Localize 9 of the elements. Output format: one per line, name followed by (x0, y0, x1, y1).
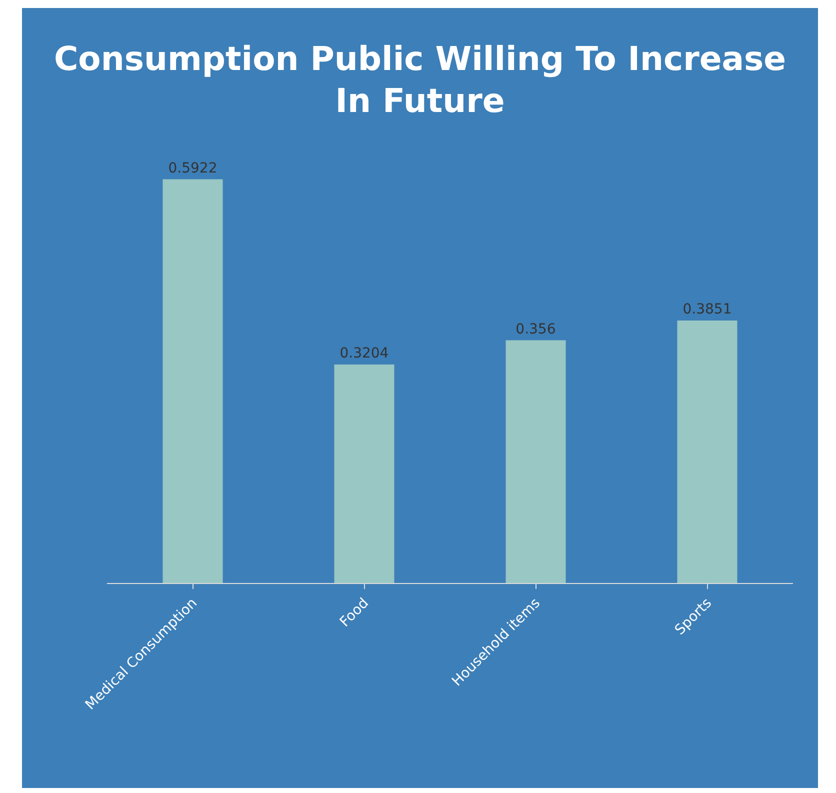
chart-title: Consumption Public Willing To Increase In Future (52, 38, 788, 122)
data-label: 0.3204 (340, 346, 389, 362)
data-label: 0.5922 (168, 160, 218, 176)
bar (506, 340, 566, 583)
bar (162, 179, 223, 583)
data-label: 0.3851 (682, 301, 732, 318)
data-label: 0.356 (516, 321, 556, 338)
bar (677, 320, 738, 583)
bar (334, 364, 394, 583)
